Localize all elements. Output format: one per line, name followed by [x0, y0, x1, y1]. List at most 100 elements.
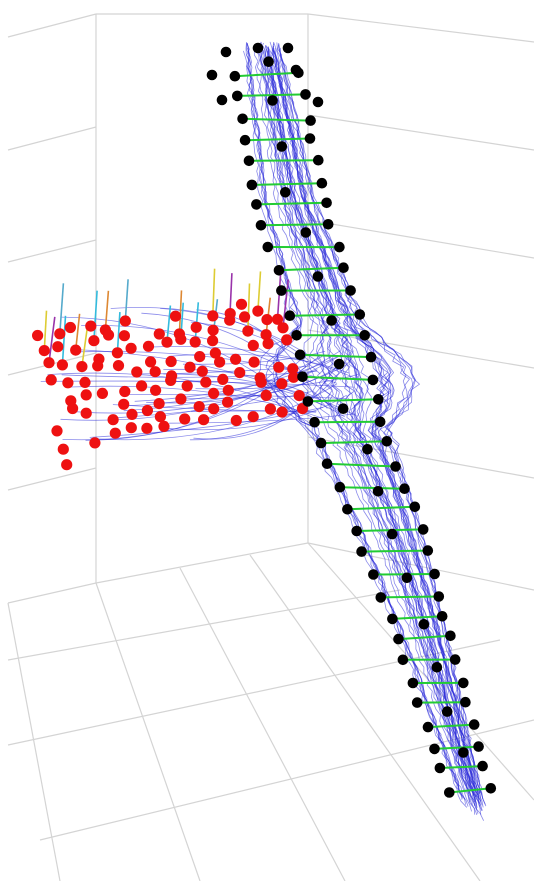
branch-node — [247, 411, 259, 423]
main-node — [433, 591, 445, 602]
main-node-link — [339, 486, 405, 490]
branch-stem — [93, 290, 98, 341]
main-node — [337, 403, 349, 415]
main-node-link — [307, 398, 379, 403]
branch-node — [131, 366, 143, 378]
trajectory-line — [262, 49, 472, 801]
main-node — [338, 262, 349, 274]
main-node — [206, 69, 218, 81]
main-node — [399, 483, 410, 495]
branch-node — [165, 355, 177, 368]
trajectory-line — [246, 43, 463, 800]
branch-node — [141, 404, 153, 417]
branch-stem — [257, 271, 262, 312]
branch-node — [43, 357, 55, 369]
branch-trajectory-line — [89, 407, 323, 438]
branch-trajectory-line — [134, 355, 339, 402]
branch-node — [248, 356, 260, 368]
main-node — [290, 64, 302, 76]
branch-node — [224, 314, 236, 326]
branch-node — [92, 360, 104, 372]
main-node-link — [302, 375, 373, 381]
main-node — [359, 330, 371, 341]
branch-node — [198, 414, 210, 426]
branch-node — [264, 403, 276, 415]
main-node — [321, 197, 332, 209]
branch-stem — [116, 312, 121, 353]
main-node — [381, 436, 393, 447]
main-node — [485, 783, 497, 794]
branch-node — [196, 365, 208, 377]
main-node-link — [278, 266, 344, 272]
branch-node — [207, 335, 219, 347]
branch-stem — [81, 328, 88, 367]
main-node-link — [439, 765, 483, 769]
branch-node — [64, 321, 76, 334]
main-node — [449, 654, 461, 665]
branch-node — [76, 361, 88, 373]
branch-node — [179, 413, 191, 425]
branch-node — [255, 376, 267, 388]
branch-node — [161, 336, 173, 348]
grid-floor-line — [179, 567, 346, 881]
main-node-links — [234, 71, 491, 794]
branch-node-markers — [31, 298, 309, 471]
main-node-link — [234, 71, 299, 78]
branch-node — [208, 387, 220, 399]
main-node — [263, 56, 274, 67]
main-node — [444, 787, 455, 798]
main-node-link — [392, 615, 443, 620]
branch-node — [293, 390, 305, 402]
main-node — [365, 351, 377, 363]
branch-node — [111, 347, 123, 359]
branch-node — [62, 377, 74, 389]
branch-node — [142, 340, 155, 352]
branch-node — [184, 361, 196, 373]
main-node — [313, 154, 324, 166]
main-node-link — [361, 549, 428, 553]
branch-node — [260, 329, 272, 341]
branch-node — [247, 339, 259, 351]
main-node — [316, 177, 328, 189]
main-node-link — [449, 787, 491, 794]
main-node — [334, 241, 345, 253]
main-node-link — [260, 223, 329, 227]
main-node — [354, 309, 366, 320]
branch-node — [153, 398, 165, 410]
trajectory-line — [278, 43, 487, 807]
grid-wall-line — [7, 126, 97, 151]
main-node — [368, 569, 379, 580]
main-node — [458, 677, 469, 689]
main-node — [436, 611, 448, 622]
grid-wall-line — [7, 13, 97, 38]
branch-node — [235, 298, 248, 310]
branch-node — [209, 347, 221, 359]
trajectory-line — [259, 41, 467, 787]
main-node — [409, 501, 421, 513]
main-node — [477, 760, 488, 772]
trajectory-line — [277, 43, 483, 795]
main-node — [375, 592, 387, 603]
main-node — [418, 619, 430, 630]
main-node — [252, 42, 264, 54]
branch-node — [119, 315, 131, 327]
main-node — [387, 613, 398, 625]
branch-node — [112, 360, 125, 372]
main-node — [362, 444, 373, 455]
main-node — [237, 113, 248, 125]
main-node — [429, 743, 440, 755]
branch-node — [119, 385, 131, 398]
branch-node — [141, 422, 153, 434]
branch-node — [107, 414, 119, 426]
main-node — [367, 374, 379, 386]
main-node-link — [300, 353, 372, 359]
branch-node — [234, 367, 246, 379]
main-node — [276, 285, 287, 296]
branch-node — [262, 338, 274, 350]
grid-wall-line — [7, 582, 97, 604]
main-node — [386, 528, 398, 540]
main-node-link — [380, 595, 439, 599]
main-node — [284, 310, 296, 322]
branch-node — [222, 396, 234, 408]
branch-node — [230, 414, 242, 427]
